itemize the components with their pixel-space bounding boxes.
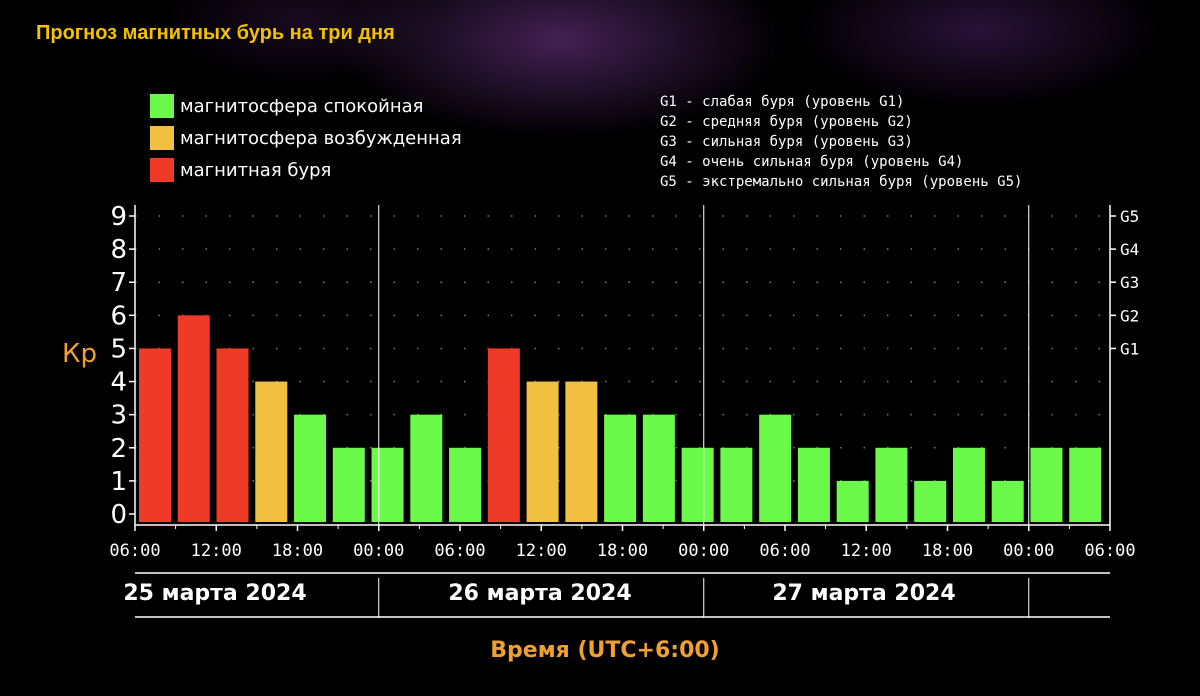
kp-bar: [1069, 447, 1102, 522]
kp-bar: [914, 480, 947, 522]
x-tick-label: 12:00: [191, 541, 242, 561]
kp-bar: [797, 447, 830, 522]
g-tick-label: G2: [1120, 306, 1139, 325]
g-tick-label: G4: [1120, 240, 1139, 259]
kp-bar: [720, 447, 753, 522]
g-legend-g1: G1 - слабая буря (уровень G1): [660, 94, 905, 110]
y-tick-label: 0: [110, 500, 127, 530]
g-legend-g3: G3 - сильная буря (уровень G3): [660, 134, 913, 150]
y-tick-label: 8: [110, 235, 127, 265]
y-tick-label: 1: [110, 467, 127, 497]
kp-bar: [875, 447, 908, 522]
legend-swatch-calm: [150, 94, 174, 118]
g-legend-g5: G5 - экстремально сильная буря (уровень …: [660, 174, 1023, 190]
g-tick-label: G5: [1120, 207, 1139, 226]
kp-bar: [681, 447, 714, 522]
kp-bar: [371, 447, 404, 522]
x-tick-label: 00:00: [353, 541, 404, 561]
g-legend-g2: G2 - средняя буря (уровень G2): [660, 114, 913, 130]
x-tick-label: 06:00: [109, 541, 160, 561]
g-tick-label: G3: [1120, 273, 1139, 292]
y-tick-label: 3: [110, 401, 127, 431]
background-glow: [0, 0, 1200, 230]
x-tick-label: 12:00: [516, 541, 567, 561]
kp-bar: [604, 414, 637, 522]
kp-bar: [526, 381, 559, 522]
y-tick-label: 2: [110, 434, 127, 464]
kp-bar: [177, 315, 210, 522]
g-tick-label: G1: [1120, 339, 1139, 358]
day-label: 26 марта 2024: [448, 581, 631, 606]
x-tick-label: 00:00: [1003, 541, 1054, 561]
kp-legend: магнитосфера спокойная магнитосфера возб…: [150, 90, 462, 186]
g-level-legend: G1 - слабая буря (уровень G1) G2 - средн…: [660, 92, 1022, 192]
kp-bar: [836, 480, 869, 522]
legend-label-excited: магнитосфера возбужденная: [180, 127, 462, 149]
kp-bar: [565, 381, 598, 522]
kp-bar: [216, 348, 249, 522]
legend-swatch-storm: [150, 158, 174, 182]
kp-bar: [952, 447, 985, 522]
y-tick-label: 7: [110, 268, 127, 298]
x-tick-label: 06:00: [759, 541, 810, 561]
legend-item-calm: магнитосфера спокойная: [150, 90, 462, 122]
y-axis-label: Кp: [62, 339, 97, 369]
legend-swatch-excited: [150, 126, 174, 150]
kp-bar: [449, 447, 482, 522]
kp-bar: [991, 480, 1024, 522]
legend-item-excited: магнитосфера возбужденная: [150, 122, 462, 154]
x-tick-label: 06:00: [434, 541, 485, 561]
kp-bar: [410, 414, 443, 522]
page-title: Прогноз магнитных бурь на три дня: [36, 22, 395, 44]
day-label: 25 марта 2024: [123, 581, 306, 606]
kp-bar: [332, 447, 365, 522]
kp-bar: [294, 414, 327, 522]
x-tick-label: 18:00: [597, 541, 648, 561]
kp-bar: [759, 414, 792, 522]
kp-bar: [139, 348, 171, 522]
kp-bar: [487, 348, 520, 522]
y-tick-label: 6: [110, 301, 127, 331]
x-tick-label: 18:00: [272, 541, 323, 561]
kp-bar: [255, 381, 288, 522]
x-tick-label: 00:00: [678, 541, 729, 561]
y-tick-label: 4: [110, 368, 127, 398]
y-tick-label: 5: [110, 334, 127, 364]
x-tick-label: 12:00: [841, 541, 892, 561]
x-axis-label: Время (UTC+6:00): [490, 638, 720, 663]
y-tick-label: 9: [110, 202, 127, 232]
kp-bar: [642, 414, 675, 522]
g-legend-g4: G4 - очень сильная буря (уровень G4): [660, 154, 964, 170]
day-label: 27 марта 2024: [772, 581, 955, 606]
legend-item-storm: магнитная буря: [150, 154, 462, 186]
legend-label-storm: магнитная буря: [180, 159, 332, 181]
x-tick-label: 06:00: [1084, 541, 1135, 561]
kp-bar: [1030, 447, 1063, 522]
legend-label-calm: магнитосфера спокойная: [180, 95, 424, 117]
x-tick-label: 18:00: [922, 541, 973, 561]
